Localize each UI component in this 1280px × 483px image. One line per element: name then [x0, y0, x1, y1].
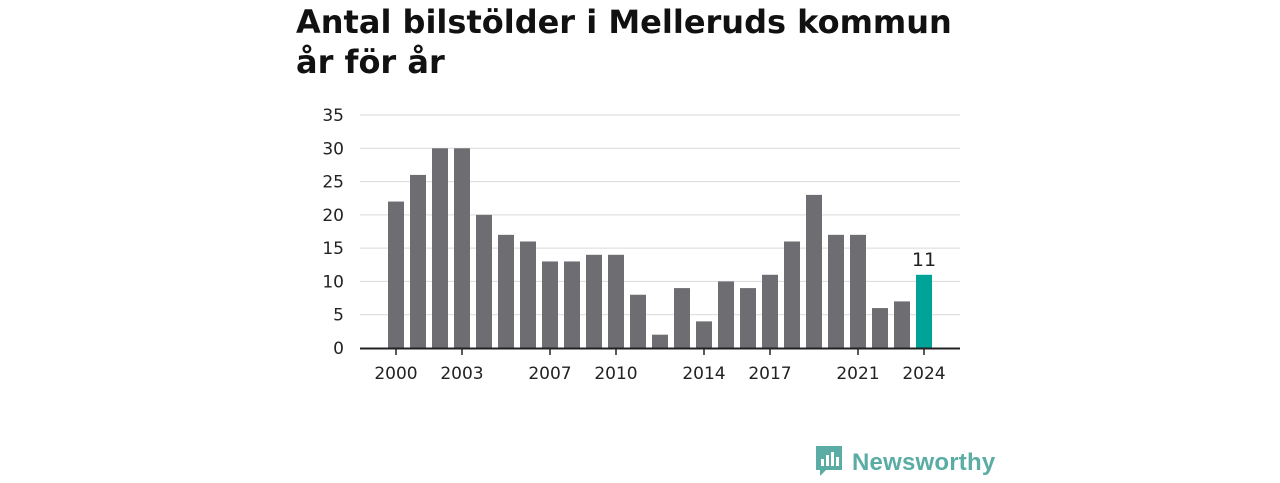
x-tick-label: 2000	[374, 364, 417, 384]
bar-2021	[850, 234, 866, 348]
x-axis-ticks: 2000 2003 2007 2010 2014 2017 2021 2024	[374, 348, 946, 384]
bar-2017	[762, 274, 778, 348]
x-tick-label: 2003	[440, 364, 483, 384]
x-tick-label: 2021	[836, 364, 879, 384]
bar-2014	[696, 321, 712, 348]
grid-lines	[360, 114, 960, 316]
newsworthy-chart-icon	[814, 444, 844, 483]
bar-2010	[608, 254, 624, 348]
bar-2005	[498, 234, 514, 348]
y-tick-label: 25	[322, 173, 344, 193]
bar-2001	[410, 174, 426, 348]
bar-2020	[828, 234, 844, 348]
brand-name: Newsworthy	[852, 449, 996, 476]
bar-2002	[432, 148, 448, 348]
y-tick-label: 35	[322, 106, 344, 126]
data-label-2024: 11	[912, 249, 936, 271]
bar-2015	[718, 281, 734, 348]
bar-2011	[630, 294, 646, 348]
bar-2016	[740, 288, 756, 348]
bars	[388, 148, 932, 348]
x-tick-label: 2024	[902, 364, 945, 384]
x-tick-label: 2007	[528, 364, 571, 384]
y-tick-label: 5	[333, 306, 344, 326]
bar-2009	[586, 254, 602, 348]
bar-2022	[872, 308, 888, 348]
bar-2013	[674, 288, 690, 348]
y-tick-label: 30	[322, 139, 344, 159]
bar-2023	[894, 301, 910, 348]
x-tick-label: 2017	[748, 364, 791, 384]
bar-2004	[476, 214, 492, 348]
bar-2012	[652, 334, 668, 348]
bar-2007	[542, 261, 558, 348]
x-tick-label: 2010	[594, 364, 637, 384]
y-tick-label: 0	[333, 339, 344, 359]
y-tick-label: 15	[322, 239, 344, 259]
y-tick-label: 10	[322, 272, 344, 292]
newsworthy-logo: Newsworthy	[814, 444, 996, 483]
y-axis-ticks: 0 5 10 15 20 25 30 35	[322, 106, 344, 359]
bar-2018	[784, 241, 800, 348]
bar-2019	[806, 194, 822, 348]
y-tick-label: 20	[322, 206, 344, 226]
x-tick-label: 2014	[682, 364, 725, 384]
bar-2000	[388, 201, 404, 348]
bar-2006	[520, 241, 536, 348]
bar-2003	[454, 148, 470, 348]
data-labels: 11	[912, 249, 936, 271]
bar-2024	[916, 274, 932, 348]
bar-2008	[564, 261, 580, 348]
chart-title: Antal bilstölder i Melleruds kommun år f…	[296, 3, 952, 81]
